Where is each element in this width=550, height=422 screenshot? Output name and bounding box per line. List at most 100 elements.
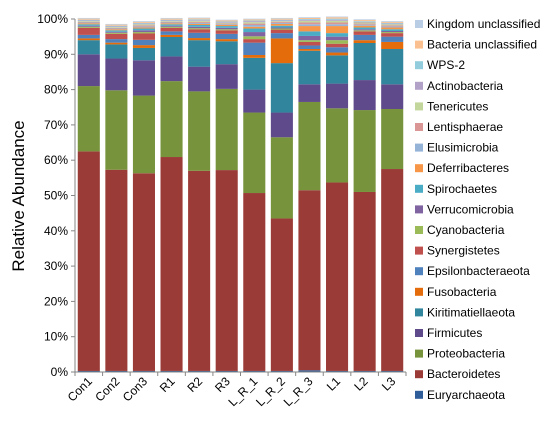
bar-segment [353,21,376,22]
legend-label: Actinobacteria [427,79,503,93]
bar-segment [105,44,128,59]
bar-segment [188,18,211,20]
bar-segment [270,21,293,23]
bar-segment [132,28,155,31]
legend-swatch [415,102,423,111]
bar-segment [105,90,128,170]
bar-segment [270,20,293,22]
bar-segment [105,58,128,91]
bar-segment [326,24,349,27]
bar-segment [160,34,183,37]
bar-segment [243,112,266,194]
bar-segment [215,64,238,89]
bar-segment [105,31,128,33]
legend-label: Firmicutes [427,326,482,340]
bar-segment [215,88,238,171]
legend-swatch [415,81,423,90]
bar-segment [77,26,100,28]
bar-segment [105,370,128,372]
bar-segment [160,21,183,22]
bar-segment [77,21,100,23]
legend-swatch [415,123,423,131]
bar-segment [353,40,376,43]
bar-segment [188,66,211,92]
x-tick-label: Con2 [92,374,122,404]
legend-label: Bacteria unclassified [427,38,537,52]
x-tick-label: L3 [379,374,399,394]
legend-swatch [415,184,423,193]
bar-segment [326,40,349,44]
bar-segment [270,33,293,39]
bar-segment [188,38,211,41]
bar-segment [270,21,293,22]
legend: Kingdom unclassified Bacteria unclassifie… [415,17,540,402]
y-tick-label: 100% [37,12,68,26]
y-tick-label: 90% [44,47,68,61]
legend-swatch [415,287,423,296]
legend-swatch [415,267,423,276]
bar-segment [215,30,238,34]
bar-segment [215,33,238,40]
bar-segment [105,23,128,25]
legend-swatch [415,370,423,379]
y-axis: 0% 10% 20% 30% 40% 50% 60% 70% 80% 90% 100% [37,12,76,379]
bar-segment [105,169,128,371]
bar-segment [353,80,376,111]
legend-label: Verrucomicrobia [427,202,514,216]
bar-segment [215,370,238,372]
bar-segment [132,22,155,24]
bar-segment [132,21,155,22]
bar-segment [381,109,404,170]
bar-segment [298,40,321,42]
bar-segment [381,169,404,371]
bar-segment [381,84,404,110]
bar-segment [381,27,404,30]
bar-segment [381,23,404,25]
bar-segment [243,55,266,58]
legend-swatch [415,390,423,399]
bar-segment [132,33,155,40]
bar-segment [77,19,100,21]
bar-segment [77,34,100,39]
legend-swatch [415,164,423,173]
bar-segment [188,26,211,29]
bar-segment [77,21,100,22]
bar-segment [132,95,155,174]
legend-swatch [415,20,423,28]
legend-swatch [415,205,423,214]
bar-segment [132,173,155,371]
bar-segment [381,36,404,42]
bar-segment [381,26,404,28]
bar-segment [105,29,128,31]
y-tick-label: 0% [51,365,69,379]
bar-segment [188,20,211,21]
bar-segment [243,20,266,22]
bar-segment [132,60,155,96]
bar-segment [160,25,183,27]
bar-segment [77,17,100,19]
bar-segment [77,25,100,27]
bar-segment [381,32,404,34]
x-tick-label: L1 [324,374,344,394]
bar-segment [353,110,376,192]
bar-segment [160,370,183,372]
bar-segment [160,31,183,35]
bar-segment [381,21,404,22]
x-tick-label: L_R_3 [281,374,316,409]
bar-segment [326,19,349,21]
bar-segment [298,26,321,32]
legend-label: WPS-2 [427,58,465,72]
bar-segment [105,42,128,45]
bar-segment [270,27,293,29]
bar-segment [188,91,211,171]
bar-segment [160,17,183,19]
bar-segment [243,28,266,33]
bar-segment [243,193,266,371]
bar-segment [326,22,349,25]
bar-segment [270,22,293,24]
bar-segment [188,17,211,19]
bar-segment [298,24,321,27]
bar-segment [188,32,211,39]
bar-segment [381,24,404,26]
bar-segment [381,22,404,24]
